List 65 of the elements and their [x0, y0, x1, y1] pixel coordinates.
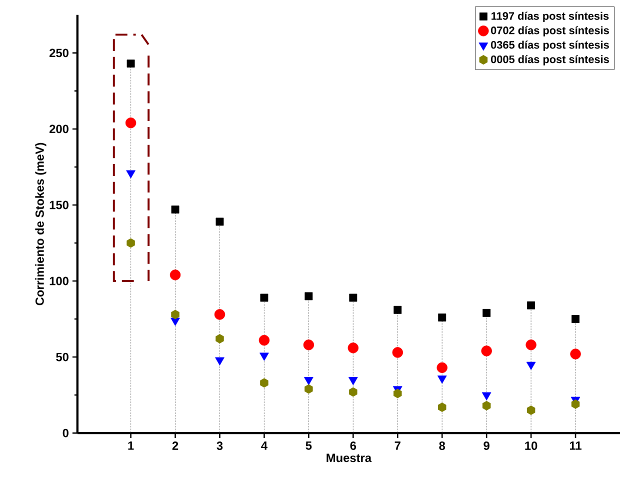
point — [214, 309, 226, 320]
point — [349, 387, 358, 397]
x-axis-title: Muestra — [326, 454, 372, 462]
point — [394, 388, 402, 398]
point — [215, 357, 224, 366]
point — [482, 309, 491, 317]
point — [126, 170, 136, 178]
point — [126, 238, 135, 248]
point — [526, 406, 536, 416]
point — [258, 335, 270, 346]
point — [394, 306, 402, 314]
point — [260, 294, 268, 302]
x-tick-label: 8 — [439, 442, 446, 450]
x-tick-label: 5 — [306, 442, 312, 450]
point — [125, 118, 136, 128]
y-axis-title: Corrimiento de Stokes (meV) — [35, 142, 46, 306]
x-tick-label: 3 — [216, 442, 223, 450]
legend-label: 0702 días post síntesis — [490, 26, 609, 36]
point — [392, 347, 403, 358]
point — [304, 292, 313, 300]
y-tick-label: 100 — [50, 276, 68, 286]
point — [216, 218, 224, 226]
point — [170, 270, 181, 280]
x-tick-label: 4 — [261, 442, 268, 450]
point — [260, 378, 268, 388]
legend-label: 0005 días post síntesis — [490, 55, 609, 66]
point — [482, 401, 491, 411]
point — [216, 334, 224, 344]
point — [438, 402, 446, 412]
x-tick-label: 11 — [570, 442, 582, 450]
point — [570, 348, 581, 360]
point — [348, 342, 359, 354]
point — [527, 301, 536, 310]
x-tick-label: 2 — [172, 442, 178, 450]
point — [438, 314, 446, 322]
point — [171, 310, 180, 320]
point — [482, 392, 492, 400]
legend-label: 1197 días post síntesis — [492, 12, 609, 22]
x-tick-label: 1 — [128, 442, 134, 450]
point — [126, 60, 135, 68]
point — [170, 318, 180, 326]
point — [526, 340, 536, 350]
point — [303, 340, 314, 350]
point — [526, 362, 536, 370]
point — [437, 376, 447, 384]
point — [571, 399, 580, 409]
x-tick-label: 10 — [525, 442, 538, 450]
point — [171, 206, 180, 214]
y-tick-label: 0 — [62, 428, 68, 438]
x-tick-label: 9 — [484, 442, 490, 450]
point — [304, 384, 313, 394]
point — [481, 346, 492, 356]
y-tick-label: 150 — [50, 200, 68, 210]
legend-label: 0365 días post síntesis — [490, 40, 609, 51]
point — [436, 362, 448, 374]
point — [260, 352, 269, 361]
y-tick-label: 250 — [50, 48, 68, 58]
x-tick-label: 7 — [394, 442, 400, 450]
point — [349, 294, 358, 302]
x-tick-label: 6 — [350, 442, 356, 450]
point — [572, 315, 580, 324]
y-tick-label: 50 — [56, 352, 68, 362]
point — [304, 377, 314, 386]
point — [348, 377, 358, 386]
y-tick-label: 200 — [50, 124, 68, 134]
